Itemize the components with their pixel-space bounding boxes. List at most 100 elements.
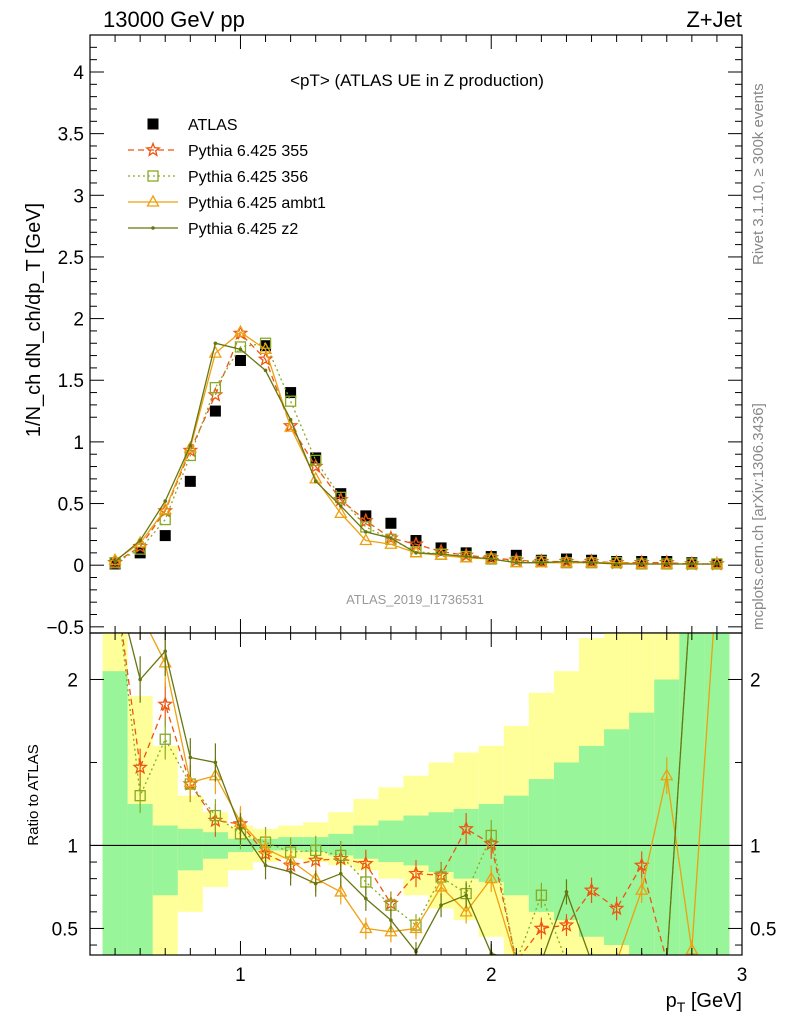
data-point <box>464 554 468 559</box>
series-pythia-6-425-355 <box>107 325 725 571</box>
ratio-point <box>635 882 649 895</box>
ratio-point <box>409 921 423 934</box>
y-tick-label: 1.5 <box>58 371 84 392</box>
data-point <box>233 324 248 337</box>
ratio-point <box>157 696 174 712</box>
ratio-point <box>439 903 443 908</box>
x-tick-label: 2 <box>486 965 497 986</box>
ratio-point <box>660 768 674 781</box>
ratio-point <box>238 827 243 831</box>
series-line <box>114 331 717 565</box>
data-point <box>661 555 673 567</box>
watermark: ATLAS_2019_I1736531 <box>346 592 484 607</box>
data-point <box>384 536 398 549</box>
data-point <box>614 562 619 566</box>
data-point <box>389 536 393 540</box>
data-point <box>636 555 648 567</box>
ratio-y-label: Ratio to ATLAS <box>25 744 42 845</box>
data-point <box>414 551 418 555</box>
ratio-point <box>564 890 569 894</box>
data-point <box>539 560 544 565</box>
ratio-point <box>209 809 222 822</box>
ratio-point <box>384 924 398 937</box>
ratio-point <box>159 733 171 745</box>
data-point <box>310 454 322 467</box>
uncertainty-band-inner <box>629 712 655 955</box>
x-tick-label: 1 <box>235 965 246 986</box>
ratio-point <box>163 649 168 654</box>
data-point <box>138 538 142 543</box>
data-point <box>284 395 297 407</box>
data-point <box>234 341 247 353</box>
series-line <box>114 342 717 565</box>
ratio-point <box>459 904 473 917</box>
legend-marker <box>146 194 160 207</box>
series-line <box>114 342 717 565</box>
ratio-point <box>183 775 197 788</box>
main-title: <pT> (ATLAS UE in Z production) <box>290 71 544 90</box>
uncertainty-band-inner <box>378 820 404 863</box>
series-atlas <box>109 340 723 570</box>
legend-label: Pythia 6.425 ambt1 <box>188 195 326 212</box>
y-tick-label: 3.5 <box>58 125 84 146</box>
data-point <box>534 555 548 568</box>
rivet-label: Rivet 3.1.10, ≥ 300k events <box>750 83 767 265</box>
y-tick-label: 1 <box>73 433 84 454</box>
data-point <box>589 560 594 565</box>
data-point <box>183 440 197 453</box>
x-axis-label: pT [GeV] <box>666 990 742 1015</box>
data-point <box>484 551 498 564</box>
y-tick-label: 4 <box>73 63 84 84</box>
data-point <box>310 452 322 464</box>
data-point <box>485 551 497 563</box>
data-point <box>715 562 719 566</box>
ratio-point <box>263 863 268 868</box>
data-point <box>238 347 243 352</box>
data-point <box>335 491 347 504</box>
data-point <box>209 405 221 417</box>
ratio-point <box>313 881 318 886</box>
ratio-point <box>310 844 322 857</box>
data-point <box>163 499 168 503</box>
collision-label: 13000 GeV pp <box>103 7 245 32</box>
legend-marker <box>147 170 159 182</box>
data-point <box>660 556 674 569</box>
ratio-point <box>434 879 448 892</box>
ratio-y-tick-label-right: 1 <box>750 836 761 857</box>
legend-label: Pythia 6.425 z2 <box>188 221 298 238</box>
uncertainty-band-inner <box>127 803 153 955</box>
ratio-point <box>458 820 475 836</box>
data-point <box>159 513 171 526</box>
ratio-point <box>364 896 368 901</box>
data-point <box>209 381 222 394</box>
uncertainty-band-inner <box>579 745 605 937</box>
data-point <box>285 387 297 399</box>
uncertainty-band-inner <box>177 828 203 871</box>
ratio-point <box>535 889 548 901</box>
data-point <box>338 504 343 508</box>
data-point <box>364 530 368 534</box>
data-point <box>535 554 547 566</box>
ratio-point <box>608 900 625 916</box>
ratio-y-tick-label-right: 2 <box>750 670 761 691</box>
data-point <box>263 368 268 373</box>
data-point <box>182 442 199 458</box>
ratio-point <box>633 857 650 873</box>
ratio-y-tick-label: 2 <box>67 670 78 691</box>
data-point <box>159 530 171 542</box>
ratio-point <box>138 677 142 682</box>
series-pythia-6-425-356 <box>109 337 723 570</box>
data-point <box>188 443 193 448</box>
data-point <box>313 479 318 484</box>
data-point <box>611 555 623 567</box>
y-tick-label: 0 <box>73 556 84 577</box>
y-tick-label: 3 <box>73 186 84 207</box>
uncertainty-band-inner <box>152 825 178 896</box>
ratio-point <box>132 759 149 775</box>
ratio-plot: 0.5 0.5 1 1 2 2 1 2 3 Ratio to ATLAS pT [GeV] <box>25 632 776 1015</box>
data-point <box>435 542 447 554</box>
data-point <box>514 560 519 565</box>
uncertainty-band-inner <box>704 633 730 955</box>
ratio-y-tick-label-right: 0.5 <box>750 919 776 940</box>
legend-marker <box>145 141 161 157</box>
